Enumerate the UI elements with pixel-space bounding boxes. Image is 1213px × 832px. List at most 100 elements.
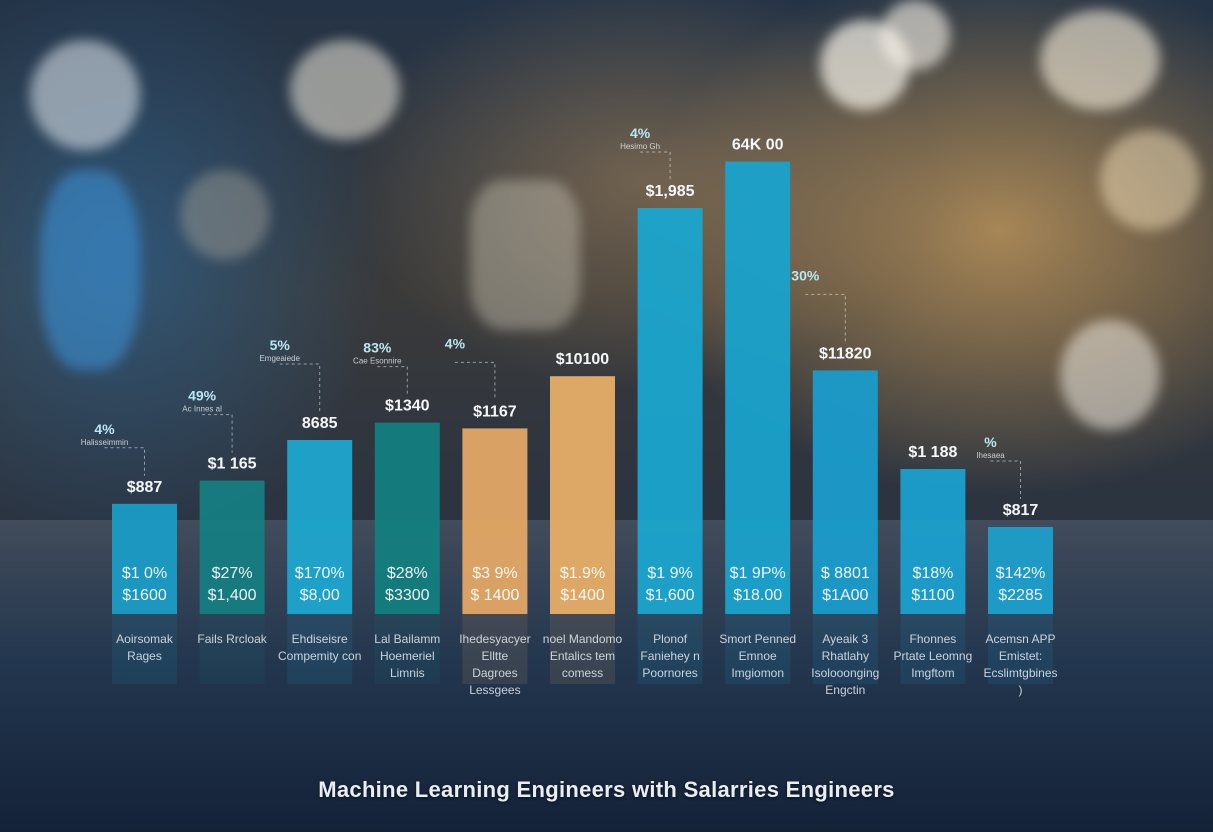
bar-inner-label: $1,600 [646, 587, 695, 604]
category-label: Smort Penned Emnoe Imgiomon [719, 632, 796, 680]
bar-value-label: $887 [127, 479, 163, 496]
bar-reflection [637, 614, 703, 684]
bar-reflection [462, 614, 528, 684]
annotation-percent: 5% [270, 337, 291, 353]
annotation-percent: 30% [791, 267, 820, 283]
category-label: Lal Bailamm Hoemeriel Limnis [374, 632, 440, 680]
bar-reflection [550, 614, 615, 684]
bar-inner-label: $1100 [911, 587, 954, 604]
bar-reflection [374, 614, 440, 684]
annotation-percent: 49% [188, 388, 217, 404]
category-label: Ihedesyacyer Elltte Dagroes Lessgees [459, 632, 530, 697]
annotation-leader-line [377, 366, 408, 395]
annotation-percent: 4% [94, 421, 115, 437]
bar-inner-label: $2285 [998, 587, 1043, 604]
bar-inner-label: $8,00 [300, 587, 340, 604]
bar-value-label: $1 165 [208, 456, 257, 473]
category-label: Plonof Faniehey n Poornores [640, 632, 699, 680]
bokeh-light [40, 170, 140, 370]
bar-value-label: $1,985 [646, 183, 695, 200]
bar-reflection [725, 614, 791, 684]
bar-reflection [900, 614, 966, 684]
bar-value-label: 8685 [302, 415, 338, 432]
bar-reflection [112, 614, 177, 684]
bar [287, 440, 353, 614]
annotation-note: Cae Esonnire [353, 357, 402, 366]
annotation-percent: 4% [630, 125, 651, 141]
annotation-percent: 4% [445, 335, 466, 351]
bokeh-light [30, 40, 140, 150]
annotation-note: Ihesaea [976, 451, 1005, 460]
annotation-note: Hesimo Gh [620, 142, 660, 151]
annotation-note: Emgeaiede [259, 354, 300, 363]
annotation-leader-line [454, 361, 496, 401]
bar-inner-label: $ 8801 [821, 565, 870, 582]
bar-inner-label: $1 9P% [730, 565, 786, 582]
annotation-leader-line [990, 460, 1021, 499]
bar-inner-label: $1 9% [647, 565, 692, 582]
bar [637, 208, 703, 614]
category-label: Fails Rrcloak [197, 632, 267, 646]
bar-reflection [287, 614, 353, 684]
annotation-leader-line [104, 447, 145, 476]
bokeh-light [1100, 130, 1200, 230]
bar-inner-label: $3300 [385, 587, 430, 604]
bar-inner-label: $1 0% [122, 565, 167, 582]
category-label: noel Mandomo Entalics tem comess [543, 632, 623, 680]
bokeh-light [290, 40, 400, 140]
category-label: Ehdiseisre Compemity con [278, 632, 361, 663]
bokeh-light [880, 0, 950, 70]
bar [462, 428, 528, 614]
bar-value-label: $1167 [473, 403, 517, 420]
bar-value-label: $817 [1003, 502, 1039, 519]
bar-reflection [199, 614, 265, 684]
category-label: Fhonnes Prtate Leomng Imgftom [894, 632, 973, 680]
bar-reflection [988, 614, 1053, 684]
annotation-leader-line [805, 293, 846, 343]
bar-value-label: $1 188 [908, 444, 957, 461]
bokeh-light [1040, 10, 1160, 110]
bar [199, 480, 265, 614]
bar [900, 469, 966, 614]
bar [988, 527, 1053, 614]
bar-value-label: $11820 [819, 345, 872, 362]
bar-value-label: $10100 [556, 351, 609, 368]
bar-inner-label: $1600 [122, 587, 167, 604]
bar [725, 161, 791, 614]
annotation-note: Ac Innes al [182, 405, 222, 414]
bar-inner-label: $1400 [560, 587, 605, 604]
bar-inner-label: $1,400 [208, 587, 257, 604]
annotation-leader-line [279, 363, 321, 412]
category-label: Acemsn APP Emistet: Ecslimtgbines) [983, 632, 1057, 697]
bar-inner-label: $ 1400 [470, 587, 519, 604]
bar-value-label: $1340 [385, 398, 430, 415]
annotation-leader-line [640, 151, 671, 180]
bar-inner-label: $18.00 [733, 587, 782, 604]
bar-inner-label: $142% [996, 565, 1046, 582]
annotation-percent: % [984, 434, 997, 450]
bar-inner-label: $27% [212, 565, 253, 582]
bar-inner-label: $1.9% [560, 565, 605, 582]
bar-inner-label: $18% [912, 565, 953, 582]
bar-reflection [812, 614, 878, 684]
category-label: Ayeaik 3 Rhatlahy Isolooonging Engctin [811, 632, 879, 697]
category-label: Aoirsomak Rages [116, 632, 174, 663]
bar-inner-label: $3 9% [472, 565, 517, 582]
annotation-leader-line [202, 414, 233, 453]
bar-inner-label: $28% [387, 565, 428, 582]
bar-inner-label: $170% [295, 565, 345, 582]
bar-value-label: 64K 00 [732, 137, 784, 154]
bar [550, 376, 615, 614]
bar [112, 503, 177, 614]
chart-title: Machine Learning Engineers with Salarrie… [318, 777, 895, 802]
bar [374, 422, 440, 614]
bokeh-light [180, 170, 270, 260]
bar [812, 370, 878, 614]
bokeh-light [1060, 320, 1160, 430]
annotation-note: Halisseimmin [81, 438, 129, 447]
bokeh-light [470, 180, 580, 330]
bar-inner-label: $1A00 [822, 587, 868, 604]
annotation-percent: 83% [363, 340, 392, 356]
